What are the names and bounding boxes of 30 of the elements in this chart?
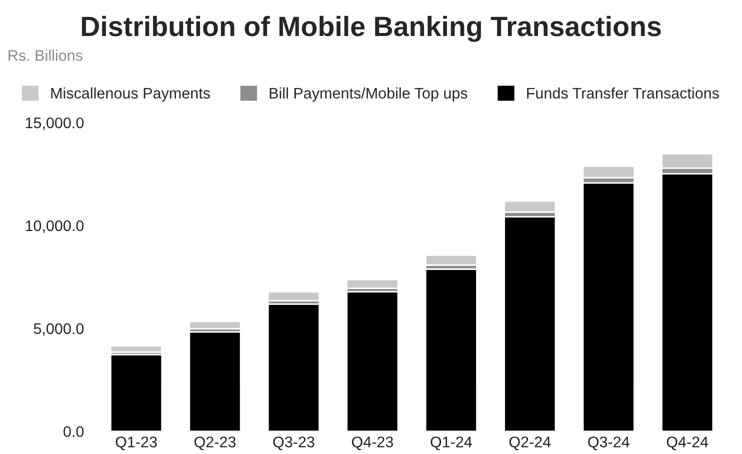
x-tick-label: Q3-24 xyxy=(588,436,630,450)
x-tick-label: Q4-23 xyxy=(352,436,394,450)
legend-label: Funds Transfer Transactions xyxy=(527,87,719,99)
x-tick-label: Q2-24 xyxy=(509,436,551,450)
bar xyxy=(661,173,714,432)
x-tick-label: Q3-23 xyxy=(273,436,314,450)
legend-label: Bill Payments/Mobile Top ups xyxy=(270,87,468,102)
x-tick-label: Q1-23 xyxy=(116,436,157,450)
chart-title: Distribution of Mobile Banking Transactions xyxy=(82,16,661,42)
x-tick-label: Q4-24 xyxy=(666,436,708,450)
bar xyxy=(188,331,242,432)
y-tick-label: 15,000.0 xyxy=(26,117,84,130)
legend-label: Miscallenous Payments xyxy=(51,87,210,102)
bar xyxy=(346,291,399,432)
bar xyxy=(110,354,163,432)
y-tick-label: 10,000.0 xyxy=(26,220,84,233)
y-axis-title: Rs. Billions xyxy=(8,50,82,61)
bar xyxy=(424,254,478,266)
bar xyxy=(424,268,478,432)
bar xyxy=(346,278,399,289)
bar xyxy=(504,216,556,432)
y-tick-label: 5,000.0 xyxy=(34,323,84,336)
y-tick-label: 0.0 xyxy=(64,426,84,437)
bar xyxy=(188,320,242,330)
bar xyxy=(267,291,320,302)
bar xyxy=(110,345,163,353)
bar xyxy=(267,303,320,432)
x-tick-label: Q2-23 xyxy=(194,436,236,450)
bar xyxy=(582,182,635,432)
x-tick-label: Q1-24 xyxy=(430,436,472,450)
